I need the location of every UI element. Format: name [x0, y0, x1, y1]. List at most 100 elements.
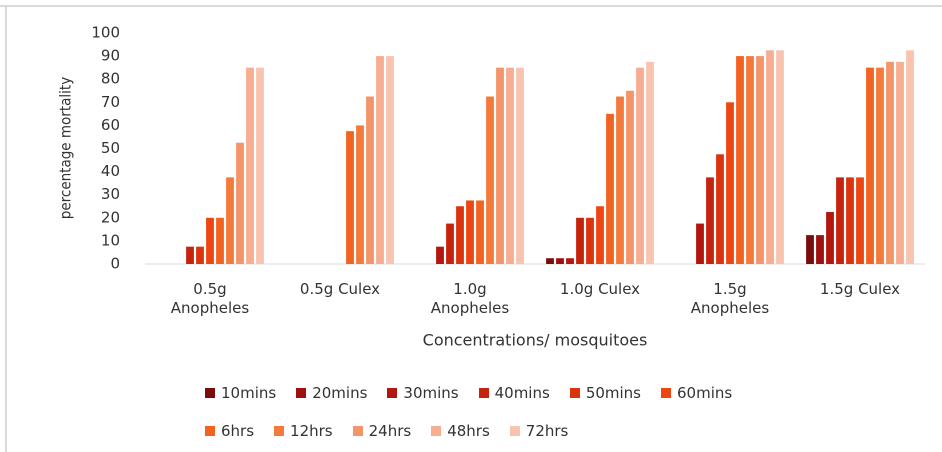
legend-item: 40mins: [478, 384, 550, 402]
legend-item: 12hrs: [274, 422, 333, 440]
bar: [766, 50, 774, 265]
legend-swatch: [509, 426, 520, 436]
bar: [496, 67, 504, 265]
legend-swatch: [661, 388, 672, 398]
bar: [576, 217, 584, 264]
bar: [826, 212, 834, 264]
bar: [736, 56, 744, 264]
legend-label: 20mins: [312, 384, 368, 402]
y-tick-label: 30: [101, 185, 120, 203]
bar: [716, 154, 724, 264]
bar: [646, 61, 654, 264]
bar: [626, 90, 634, 264]
legend-label: 12hrs: [290, 422, 333, 440]
legend-swatch: [296, 388, 307, 398]
legend-swatch: [387, 388, 398, 398]
bar: [706, 177, 714, 264]
bar: [586, 217, 594, 264]
legend-label: 40mins: [494, 384, 550, 402]
y-tick-label: 0: [110, 255, 120, 273]
legend-label: 24hrs: [368, 422, 412, 440]
bar: [906, 50, 914, 265]
bar: [696, 223, 704, 264]
legend-label: 30mins: [403, 384, 459, 402]
bar: [856, 177, 864, 264]
legend-swatch: [478, 388, 489, 398]
bar: [356, 125, 364, 265]
bar: [346, 131, 354, 264]
y-tick-label: 100: [91, 24, 120, 42]
x-tick-label: 1.0g Anopheles: [430, 280, 510, 317]
x-tick-label: 1.5g Culex: [819, 280, 901, 298]
bar: [386, 56, 394, 264]
x-tick-label: 1.0g Culex: [559, 280, 641, 298]
legend-label: 6hrs: [221, 422, 255, 440]
legend-label: 60mins: [677, 384, 733, 402]
legend-swatch: [569, 388, 580, 398]
bar: [886, 61, 894, 264]
bar: [256, 67, 264, 265]
legend-item: 50mins: [569, 384, 641, 402]
y-axis-title: percentage mortality: [57, 77, 75, 219]
bar: [216, 217, 224, 264]
bar: [516, 67, 524, 265]
legend-item: 60mins: [661, 384, 732, 402]
x-tick-label: 0.5g Anopheles: [170, 280, 250, 317]
y-tick-label: 40: [101, 162, 120, 180]
y-tick-label: 70: [101, 93, 120, 111]
legend: 10mins 20mins 30mins 40mins 50mins 60mins: [205, 384, 732, 402]
legend-swatch: [431, 426, 442, 436]
legend-label: 48hrs: [447, 422, 490, 440]
bar: [376, 56, 384, 264]
y-tick-label: 90: [101, 47, 120, 65]
y-tick-label: 20: [101, 208, 120, 226]
bar: [636, 67, 644, 265]
bar: [196, 246, 204, 264]
bar: [776, 50, 784, 265]
bar: [206, 217, 214, 264]
x-tick-label: 0.5g Culex: [299, 280, 381, 298]
legend-item: 6hrs: [205, 422, 254, 440]
bar: [466, 200, 474, 264]
bar: [896, 61, 904, 264]
y-tick-label: 50: [101, 139, 120, 157]
legend-item: 20mins: [296, 384, 367, 402]
bar: [486, 96, 494, 265]
bar: [246, 67, 254, 265]
legend-swatch: [205, 388, 215, 398]
bar: [446, 223, 454, 264]
y-tick-label: 80: [101, 70, 120, 88]
bar: [756, 56, 764, 264]
bar: [456, 206, 464, 264]
bar: [226, 177, 234, 264]
bar: [436, 246, 444, 264]
bar: [556, 258, 564, 264]
bar: [546, 258, 554, 264]
legend-label: 72hrs: [525, 422, 569, 440]
bar: [816, 235, 824, 264]
legend-label: 10mins: [221, 384, 277, 402]
x-tick-label: 1.5g Anopheles: [690, 280, 770, 317]
legend-item: 10mins: [205, 384, 276, 402]
bar: [366, 96, 374, 265]
legend-swatch: [274, 426, 285, 436]
bar: [566, 258, 574, 264]
bar: [846, 177, 854, 264]
bar: [236, 142, 244, 264]
bar: [186, 246, 194, 264]
legend: 6hrs 12hrs 24hrs 48hrs 72hrs: [205, 422, 568, 440]
y-tick-label: 10: [101, 231, 120, 249]
bar: [476, 200, 484, 264]
bar: [616, 96, 624, 265]
y-tick-label: 60: [101, 116, 120, 134]
bar: [866, 67, 874, 265]
bar: [726, 102, 734, 264]
legend-item: 24hrs: [352, 422, 412, 440]
bar: [836, 177, 844, 264]
bar: [806, 235, 814, 264]
bar: [506, 67, 514, 265]
legend-swatch: [205, 426, 215, 436]
bar: [876, 67, 884, 265]
